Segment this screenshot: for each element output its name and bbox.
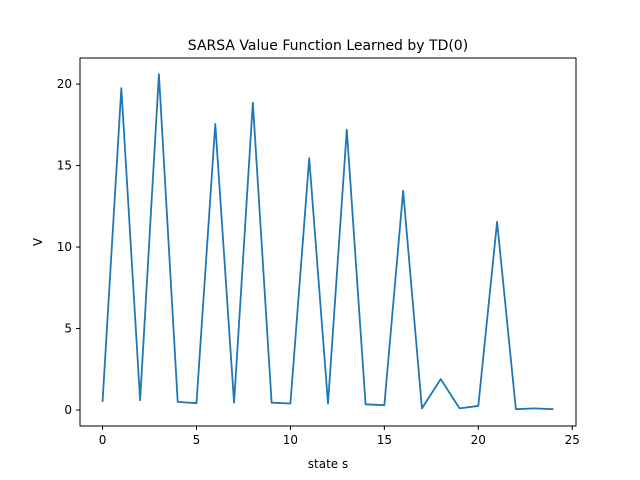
y-tick-label-15: 15 — [57, 159, 72, 173]
plot-frame — [79, 57, 577, 427]
x-axis-label: state s — [308, 457, 348, 471]
x-tick-label-15: 15 — [377, 433, 392, 447]
chart-title: SARSA Value Function Learned by TD(0) — [188, 38, 468, 54]
x-tick-label-10: 10 — [283, 433, 298, 447]
y-axis-label: V — [31, 237, 45, 246]
plot-area: 0 5 10 15 20 25 0 5 10 15 20 — [57, 57, 580, 447]
x-tick-label-5: 5 — [193, 433, 201, 447]
y-tick-label-5: 5 — [64, 322, 72, 336]
series-line-0 — [101, 73, 554, 411]
x-tick-label-0: 0 — [99, 433, 107, 447]
x-tick-label-20: 20 — [471, 433, 486, 447]
y-tick-label-0: 0 — [64, 403, 72, 417]
y-tick-label-20: 20 — [57, 77, 72, 91]
y-tick-label-10: 10 — [57, 240, 72, 254]
x-tick-label-25: 25 — [565, 433, 580, 447]
